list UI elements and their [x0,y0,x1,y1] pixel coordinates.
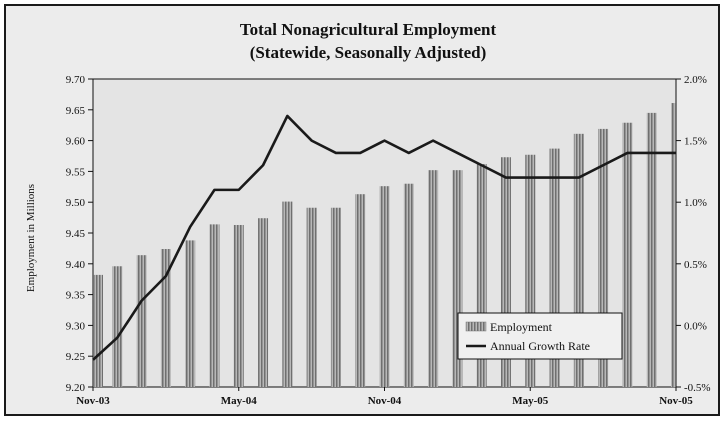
employment-bar [622,122,633,388]
growth-rate-line [92,114,676,361]
employment-bar [500,157,511,387]
employment-bar [428,170,439,387]
y-tick-label: 9.70 [66,74,86,86]
employment-bar [525,154,536,387]
employment-bar [136,255,147,387]
employment-bar [330,207,341,387]
chart-subtitle: (Statewide, Seasonally Adjusted) [250,43,487,62]
y-axis-left: 9.20 9.25 9.30 9.35 9.40 9.45 9.50 9.55 9.60 9.65… [66,74,93,394]
employment-bar [112,266,123,387]
employment-bar [573,133,584,387]
y2-tick-label: 1.0% [684,197,707,209]
y-tick-label: 9.60 [66,136,86,148]
bar-series [93,103,676,388]
employment-bar [306,207,317,387]
x-tick-label: Nov-05 [659,395,693,407]
y2-tick-label: 1.5% [684,136,707,148]
y2-tick-label: 0.0% [684,320,707,332]
legend-box [457,312,623,360]
y-tick-label: 9.35 [66,290,86,302]
employment-bar [93,274,103,387]
employment-bar [403,183,414,387]
legend-swatch-employment [465,321,487,332]
employment-bar [258,218,269,387]
y-tick-label: 9.45 [66,228,86,240]
y-tick-label: 9.25 [66,351,86,363]
employment-chart: Total Nonagricultural Employment (Statew… [25,20,711,407]
legend-label-growth: Annual Growth Rate [490,339,590,353]
employment-bar [282,201,293,387]
y-tick-label: 9.30 [66,320,86,332]
x-tick-label: May-05 [512,395,549,407]
employment-bar [671,103,676,388]
legend: Employment Annual Growth Rate [457,312,623,360]
x-tick-label: May-04 [221,395,258,407]
chart-frame: Total Nonagricultural Employment (Statew… [4,4,720,416]
employment-bar [160,249,171,387]
employment-bar [355,194,366,387]
chart-title: Total Nonagricultural Employment [240,20,497,39]
y-tick-label: 9.65 [66,105,86,117]
y-tick-label: 9.55 [66,166,86,178]
y2-tick-label: 2.0% [684,74,707,86]
x-tick-label: Nov-04 [368,395,402,407]
employment-bar [209,224,220,387]
y-axis-right: -0.5% 0.0% 0.5% 1.0% 1.5% 2.0% [676,74,711,394]
employment-bar [598,128,609,387]
y-tick-label: 9.20 [66,382,86,394]
employment-bar [185,240,196,387]
x-axis: Nov-03 May-04 Nov-04 May-05 Nov-05 [76,387,693,407]
employment-bar [452,170,463,387]
y2-tick-label: 0.5% [684,259,707,271]
employment-bar [476,164,487,387]
y2-tick-label: -0.5% [684,382,711,394]
employment-bar [549,148,560,387]
x-tick-label: Nov-03 [76,395,110,407]
y-axis-label: Employment in Millions [25,184,37,292]
employment-bar [233,224,244,387]
y-tick-label: 9.40 [66,259,86,271]
y-tick-label: 9.50 [66,197,86,209]
employment-bar [646,112,657,387]
employment-bar [379,186,390,387]
legend-label-employment: Employment [490,320,553,334]
